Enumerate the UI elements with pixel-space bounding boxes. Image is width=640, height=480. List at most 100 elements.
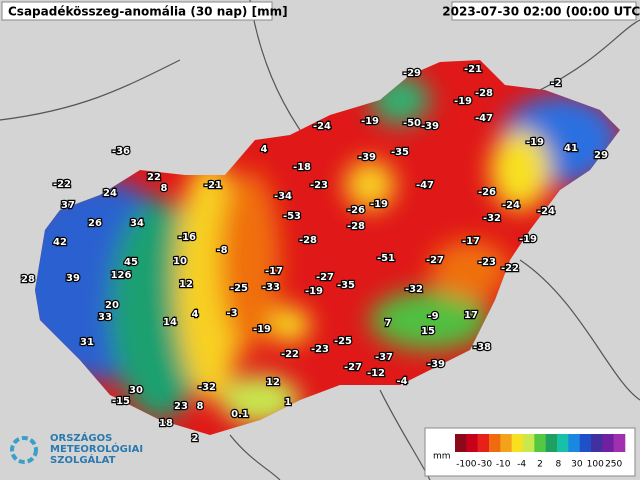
station-value: 45: [124, 257, 138, 268]
station-value: -37: [375, 352, 393, 363]
station-value: 4: [192, 309, 199, 320]
station-value: 8: [161, 183, 168, 194]
station-value: -29: [403, 68, 421, 79]
station-value: -18: [293, 162, 311, 173]
legend-label: 2: [537, 460, 543, 470]
station-value: -32: [198, 382, 216, 393]
legend-label: 100: [587, 460, 604, 470]
legend-swatch: [466, 434, 478, 452]
station-value: -35: [337, 280, 355, 291]
legend-swatch: [500, 434, 512, 452]
station-value: 20: [105, 300, 119, 311]
station-value: -51: [377, 253, 395, 264]
station-value: -22: [53, 179, 71, 190]
station-value: 1: [285, 397, 292, 408]
station-value: -21: [464, 64, 482, 75]
station-value: 22: [147, 172, 161, 183]
title: Csapadékösszeg-anomália (30 nap) [mm]: [8, 5, 288, 19]
station-value: 12: [266, 377, 280, 388]
station-value: -9: [427, 311, 438, 322]
station-value: -19: [454, 96, 472, 107]
station-value: -27: [426, 255, 444, 266]
legend-swatch: [545, 434, 558, 452]
station-value: 126: [111, 270, 132, 281]
station-value: -23: [311, 344, 329, 355]
legend-label: -4: [517, 460, 526, 470]
station-value: -47: [416, 180, 434, 191]
legend-swatch: [489, 434, 501, 452]
station-value: 14: [163, 317, 177, 328]
station-value: -23: [478, 257, 496, 268]
station-value: 28: [21, 274, 35, 285]
legend-swatch: [511, 434, 524, 452]
title-box: [1, 1, 273, 21]
station-value: -25: [230, 283, 248, 294]
station-value: -26: [347, 205, 365, 216]
station-value: -15: [112, 396, 130, 407]
station-value: -19: [253, 324, 271, 335]
legend-label: 30: [571, 460, 583, 470]
legend-swatch: [568, 434, 580, 452]
station-value: -22: [281, 349, 299, 360]
station-value: -17: [462, 236, 480, 247]
legend-swatch: [579, 434, 592, 452]
legend-label: -30: [477, 460, 492, 470]
station-value: -27: [316, 272, 334, 283]
station-value: 34: [130, 218, 144, 229]
timestamp-box: [451, 1, 637, 21]
station-value: 10: [173, 256, 187, 267]
station-value: 39: [66, 273, 80, 284]
legend-swatch: [455, 434, 467, 452]
station-value: -23: [310, 180, 328, 191]
station-value: 2: [192, 433, 199, 444]
station-value: -24: [502, 200, 520, 211]
station-value: -24: [537, 206, 555, 217]
station-value: 0.1: [231, 409, 249, 420]
station-value: -39: [421, 121, 439, 132]
station-value: -17: [265, 266, 283, 277]
station-value: -2: [550, 78, 561, 89]
legend-swatch: [477, 434, 490, 452]
station-value: 37: [61, 200, 75, 211]
station-value: -27: [344, 362, 362, 373]
station-value: -28: [475, 88, 493, 99]
station-value: -34: [274, 191, 292, 202]
station-value: -21: [204, 180, 222, 191]
station-value: -32: [483, 213, 501, 224]
legend-swatch: [534, 434, 546, 452]
legend-swatch: [523, 434, 535, 452]
station-value: 4: [261, 144, 268, 155]
logo: ORSZÁGOS METEOROLÓGIAI SZOLGÁLAT: [10, 431, 143, 466]
logo-text: SZOLGÁLAT: [50, 453, 116, 466]
legend-label: 8: [556, 460, 562, 470]
legend-label: -100: [456, 460, 477, 470]
station-value: 41: [564, 143, 578, 154]
station-value: -12: [367, 368, 385, 379]
station-value: 30: [129, 385, 143, 396]
station-value: 31: [80, 337, 94, 348]
station-value: -19: [305, 286, 323, 297]
legend-swatch: [613, 434, 626, 452]
station-value: -3: [226, 308, 237, 319]
station-value: 24: [103, 188, 117, 199]
station-value: -50: [403, 118, 421, 129]
station-value: -22: [501, 263, 519, 274]
station-value: -38: [473, 342, 491, 353]
station-value: -26: [478, 187, 496, 198]
station-value: -19: [526, 137, 544, 148]
station-value: 33: [98, 312, 112, 323]
station-value: 29: [594, 150, 608, 161]
station-value: 12: [179, 279, 193, 290]
station-value: -16: [178, 232, 196, 243]
station-value: -19: [361, 116, 379, 127]
station-value: 15: [421, 326, 435, 337]
station-value: 17: [464, 310, 478, 321]
station-value: 26: [88, 218, 102, 229]
station-value: -39: [358, 152, 376, 163]
station-value: -4: [396, 376, 407, 387]
station-labels: -29 -21-2-19-28-24 -19 -50 -39-47-36 4-39 -35-…: [20, 63, 609, 445]
station-value: -47: [475, 113, 493, 124]
station-value: 18: [159, 418, 173, 429]
